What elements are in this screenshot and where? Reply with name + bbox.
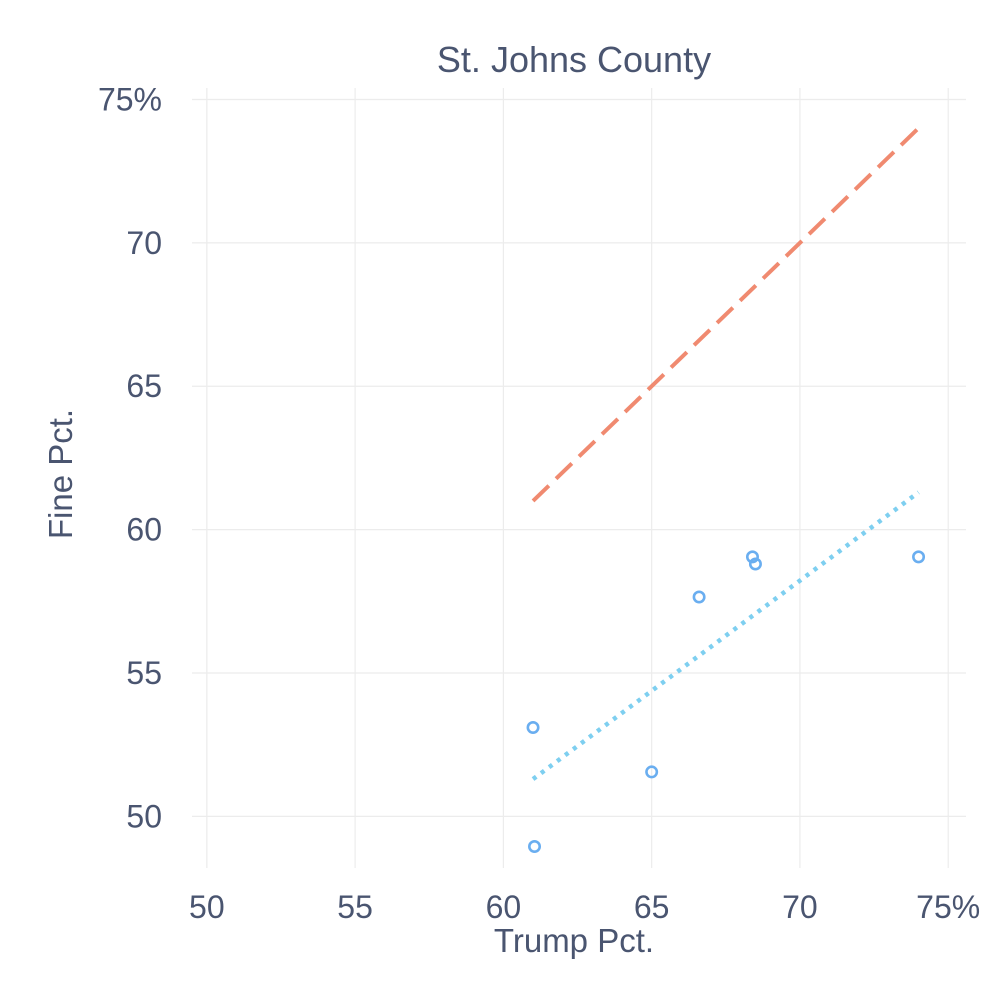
data-point [692,590,706,604]
fit-line [531,490,920,781]
y-tick-label: 60 [126,512,162,548]
grid-lines [192,88,966,868]
y-axis-ticks: 50 55 60 65 70 75% [98,81,162,834]
data-point [748,557,762,571]
y-tick-label: 50 [126,798,162,834]
data-point [912,550,926,564]
series-lines [531,126,920,781]
x-tick-label: 65 [634,889,670,925]
data-point [528,839,542,853]
x-tick-label: 60 [486,889,522,925]
x-axis-ticks: 50 55 60 65 70 75% [189,889,980,925]
chart-title: St. Johns County [437,39,711,80]
data-points [526,550,926,853]
x-tick-label: 70 [782,889,818,925]
y-tick-label: 65 [126,368,162,404]
data-point [745,550,759,564]
y-axis-title: Fine Pct. [42,409,79,539]
y-tick-label: 55 [126,655,162,691]
x-tick-label: 50 [189,889,225,925]
x-tick-label: 55 [337,889,373,925]
parity-line [531,126,920,503]
y-tick-label: 75% [98,81,162,117]
data-point [526,720,540,734]
x-axis-title: Trump Pct. [494,922,654,959]
y-tick-label: 70 [126,225,162,261]
data-point [645,765,659,779]
x-tick-label: 75% [916,889,980,925]
